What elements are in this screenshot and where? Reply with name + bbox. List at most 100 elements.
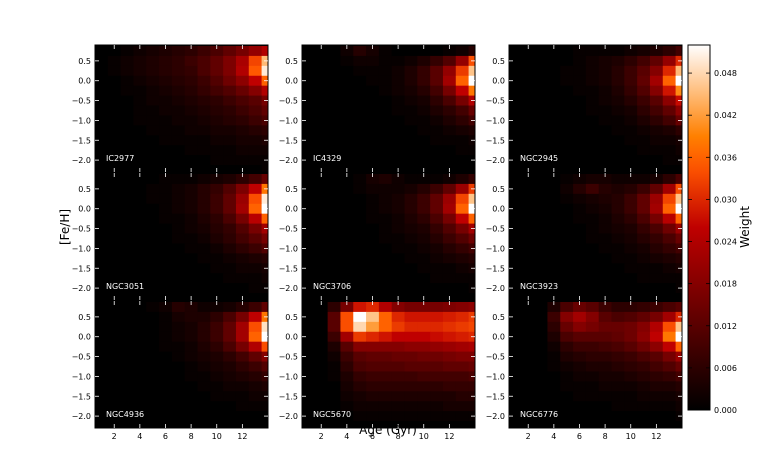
heatmap-cell — [248, 371, 262, 382]
heatmap-cell — [509, 341, 523, 352]
heatmap-cell — [430, 183, 444, 195]
heatmap-cell — [675, 293, 682, 300]
heatmap-cell — [197, 391, 211, 402]
heatmap-cell — [509, 273, 523, 284]
heatmap-cell — [391, 65, 405, 77]
heatmap-cell — [95, 125, 109, 136]
heatmap-cell — [340, 105, 354, 116]
heatmap-cell — [662, 193, 676, 205]
heatmap-cell — [235, 401, 250, 412]
heatmap-cell — [662, 223, 676, 234]
heatmap-cell — [171, 65, 186, 77]
heatmap-cell — [120, 293, 134, 300]
heatmap-cell — [327, 223, 341, 234]
heatmap-cell — [159, 85, 173, 96]
heatmap-cell — [171, 115, 186, 126]
heatmap-cell — [521, 145, 536, 156]
heatmap-cell — [521, 173, 536, 185]
heatmap-cell — [302, 301, 316, 313]
y-tick-label: −1.0 — [486, 116, 505, 125]
heatmap-cell — [327, 321, 341, 333]
heatmap-cell — [417, 45, 431, 57]
heatmap-cell — [509, 125, 523, 136]
heatmap-cell — [611, 321, 625, 333]
heatmap-cell — [521, 361, 536, 372]
heatmap-cell — [171, 293, 186, 300]
heatmap-cell — [573, 65, 587, 77]
heatmap-cell — [430, 411, 444, 422]
heatmap-cell — [585, 85, 600, 96]
heatmap-cell — [662, 253, 676, 264]
heatmap-cell — [534, 421, 548, 428]
heatmap-cell — [366, 263, 380, 274]
heatmap-cell — [171, 75, 186, 87]
heatmap-cell — [637, 145, 651, 156]
heatmap-cell — [404, 331, 418, 343]
x-tick-label: 10 — [212, 432, 222, 441]
heatmap-cell — [378, 391, 393, 402]
heatmap-cell — [340, 411, 354, 422]
heatmap-cell — [430, 105, 444, 116]
heatmap-cell — [509, 361, 523, 372]
heatmap-cell — [455, 233, 469, 244]
heatmap-cell — [509, 145, 523, 156]
heatmap-cell — [547, 273, 561, 284]
heatmap-cell — [171, 381, 186, 392]
heatmap-cell — [534, 391, 548, 402]
heatmap-cell — [340, 85, 354, 96]
heatmap-cell — [598, 311, 612, 323]
heatmap-cell — [248, 401, 262, 412]
heatmap-cell — [573, 95, 587, 106]
heatmap-cell — [223, 55, 237, 67]
heatmap-cell — [327, 273, 341, 284]
heatmap-cell — [649, 223, 664, 234]
heatmap-cell — [184, 311, 198, 323]
heatmap-cell — [573, 273, 587, 284]
heatmap-cell — [624, 135, 638, 146]
y-tick-label: 0.5 — [492, 57, 505, 66]
heatmap-cell — [585, 263, 600, 274]
heatmap-cell — [560, 401, 574, 412]
heatmap-cell — [417, 55, 431, 67]
heatmap-cell — [378, 115, 393, 126]
heatmap-cell — [366, 193, 380, 205]
heatmap-cell — [302, 371, 316, 382]
heatmap-cell — [430, 45, 444, 57]
heatmap-cell — [534, 283, 548, 294]
heatmap-cell — [662, 391, 676, 402]
heatmap-cell — [340, 263, 354, 274]
heatmap-cell — [611, 125, 625, 136]
heatmap-cell — [235, 183, 250, 195]
heatmap-cell — [509, 301, 523, 313]
heatmap-cell — [378, 165, 393, 172]
heatmap-cell — [547, 145, 561, 156]
heatmap-cells — [302, 45, 475, 172]
heatmap-cell — [662, 381, 676, 392]
heatmap-cell — [624, 273, 638, 284]
heatmap-cell — [442, 55, 457, 67]
heatmap-cell — [378, 361, 393, 372]
heatmap-cell — [210, 283, 224, 294]
heatmap-cell — [468, 381, 475, 392]
heatmap-cell — [378, 381, 393, 392]
heatmap-cell — [235, 233, 250, 244]
heatmap-cell — [327, 311, 341, 323]
heatmap-cell — [302, 273, 316, 284]
heatmap-cell — [314, 301, 329, 313]
heatmap-cell — [547, 263, 561, 274]
heatmap-cell — [547, 311, 561, 323]
heatmap-cell — [637, 371, 651, 382]
heatmap-cell — [184, 283, 198, 294]
heatmap-cell — [430, 155, 444, 166]
heatmap-cell — [197, 421, 211, 428]
x-tick-label: 2 — [112, 432, 117, 441]
heatmap-cell — [146, 193, 160, 205]
heatmap-cell — [223, 263, 237, 274]
heatmap-cell — [624, 65, 638, 77]
heatmap-cell — [353, 65, 367, 77]
heatmap-cell — [159, 253, 173, 264]
heatmap-cell — [521, 213, 536, 224]
heatmap-cell — [521, 193, 536, 205]
heatmap-cell — [560, 155, 574, 166]
x-tick-label: 6 — [370, 432, 375, 441]
